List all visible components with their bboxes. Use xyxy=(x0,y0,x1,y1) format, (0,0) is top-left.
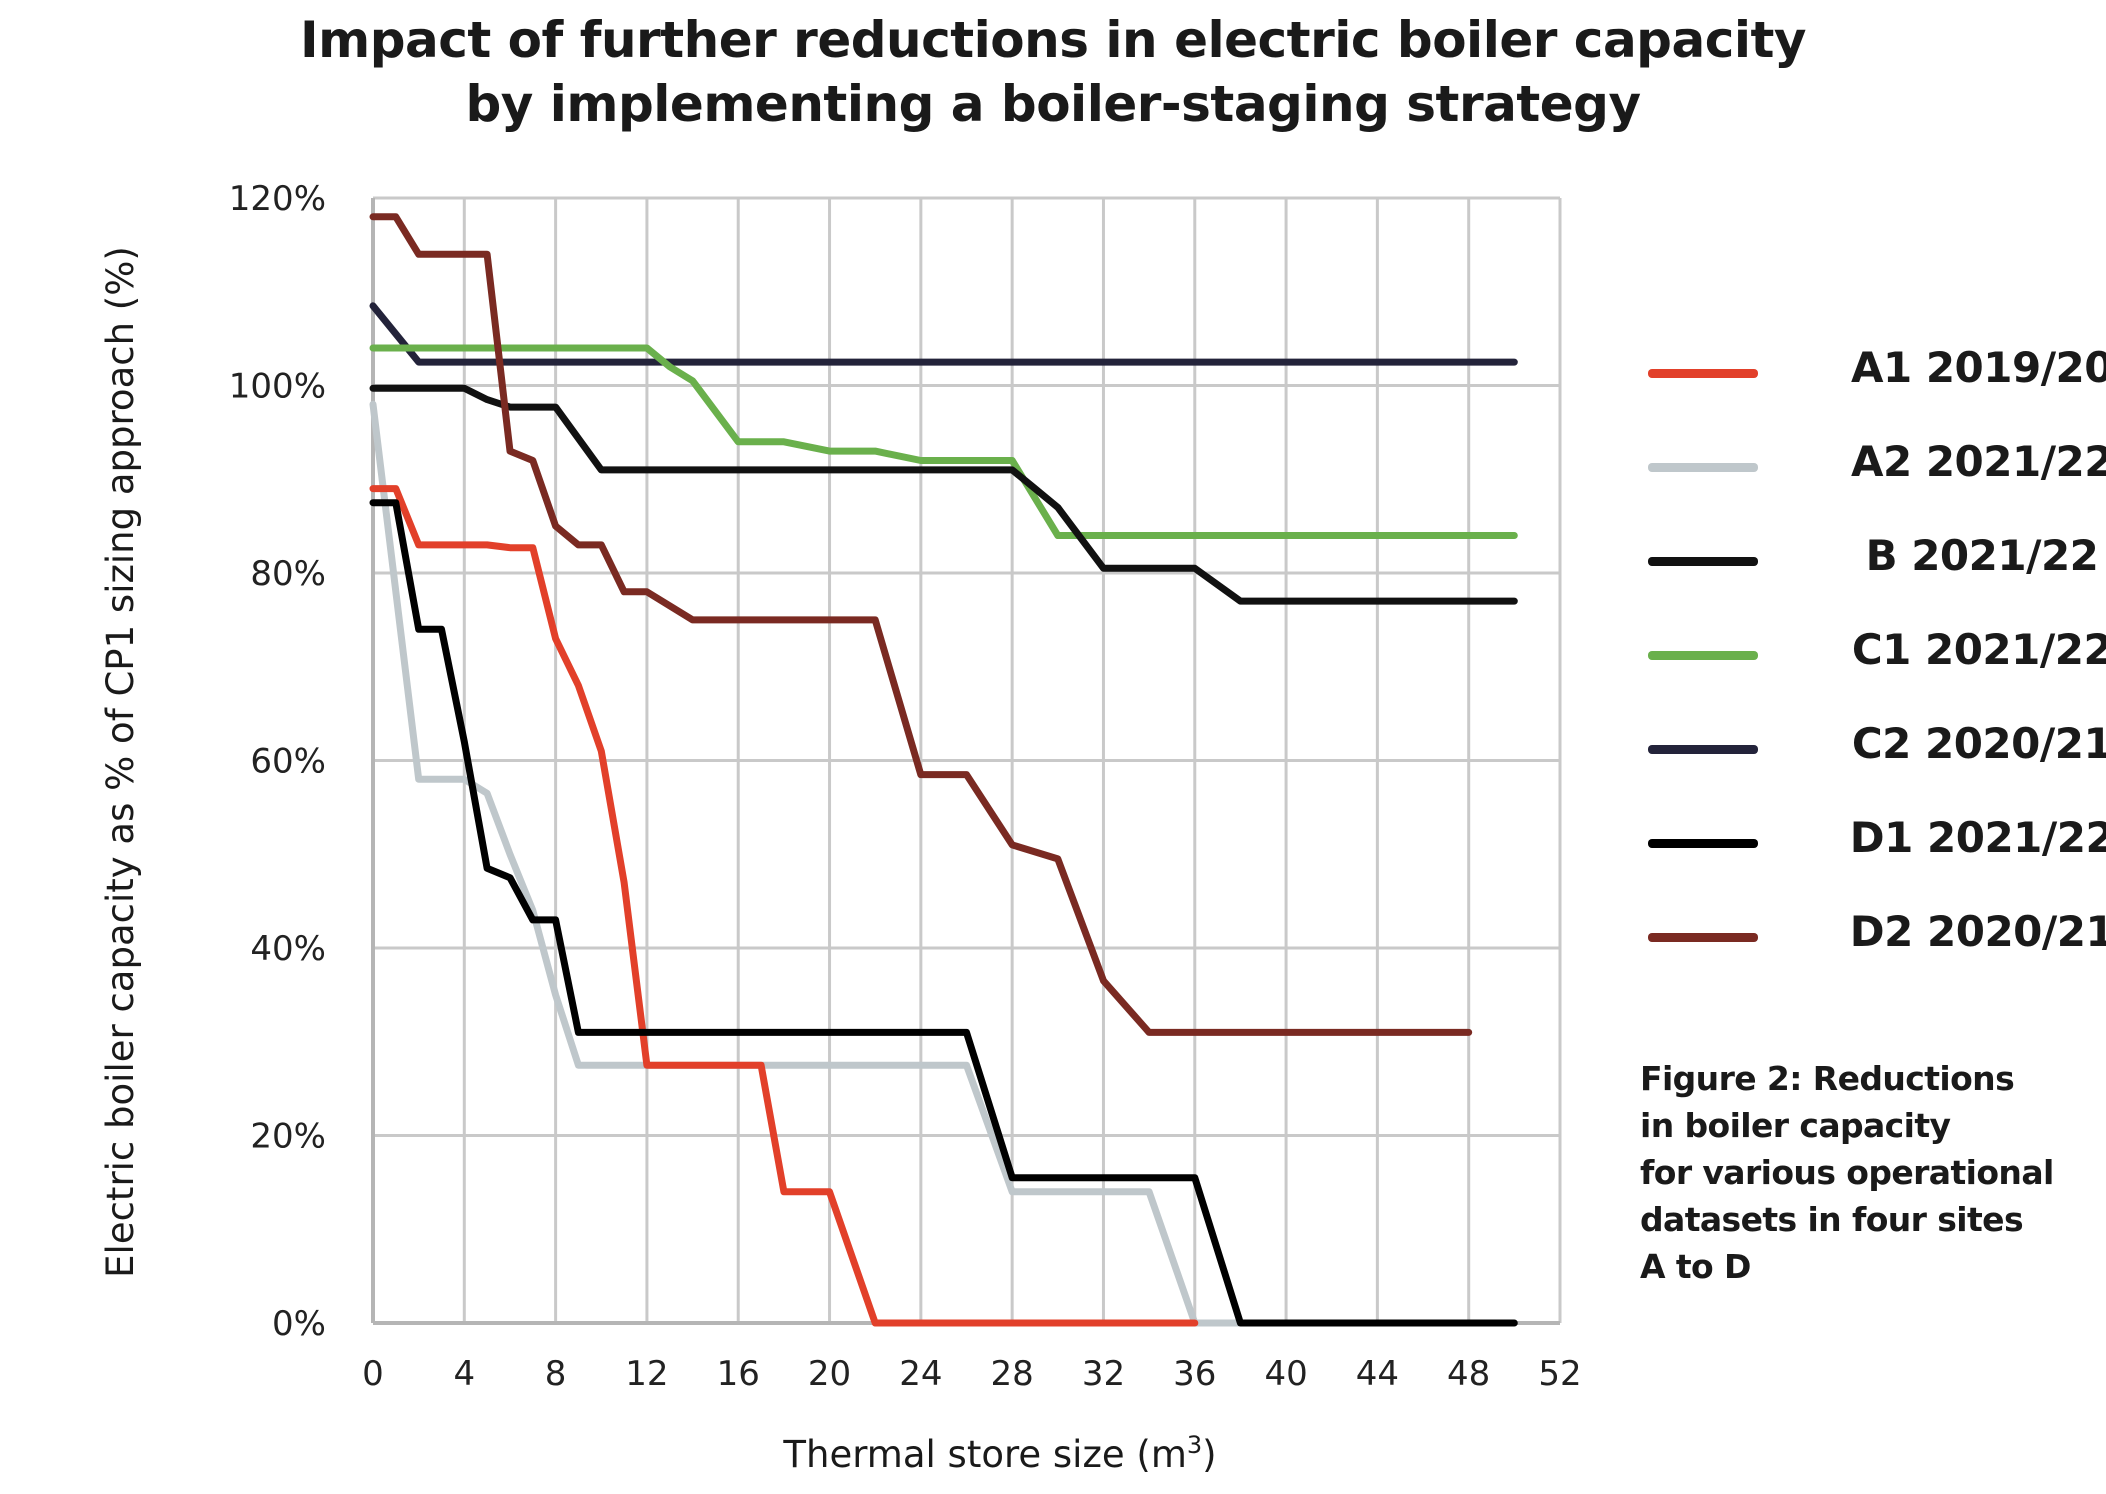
legend-swatch xyxy=(1648,557,1758,566)
x-tick-labels: 0 4 8 12 16 20 24 28 32 36 40 44 48 52 xyxy=(362,1354,1581,1394)
legend-swatch xyxy=(1648,651,1758,660)
series-line-a2-2021-22 xyxy=(369,400,1244,1327)
x-tick-label: 20 xyxy=(808,1354,851,1394)
series-line-c1-2021-22 xyxy=(369,344,1518,539)
grid-lines xyxy=(371,196,1562,1325)
series-line-c2-2020-21 xyxy=(369,302,1518,366)
y-tick-label: 40% xyxy=(250,929,326,969)
caption-line: A to D xyxy=(1640,1247,1751,1286)
series-line-a1-2019-20 xyxy=(369,485,1199,1327)
legend-swatch xyxy=(1648,463,1758,472)
legend-label: C2 2020/21 xyxy=(1851,719,2106,768)
series-line-d2-2020-21 xyxy=(369,213,1473,1036)
figure-caption: Figure 2: Reductions in boiler capacity … xyxy=(1640,1055,2080,1290)
x-tick-label: 0 xyxy=(362,1354,384,1394)
x-tick-label: 12 xyxy=(625,1354,668,1394)
x-tick-label: 4 xyxy=(453,1354,475,1394)
x-tick-label: 24 xyxy=(899,1354,942,1394)
legend-label: B 2021/22 xyxy=(1865,531,2099,580)
x-tick-label: 8 xyxy=(545,1354,567,1394)
x-tick-label: 28 xyxy=(991,1354,1034,1394)
y-tick-label: 100% xyxy=(229,367,326,407)
x-axis-label-end: ) xyxy=(1202,1433,1216,1476)
series-lines xyxy=(369,213,1518,1327)
x-tick-label: 40 xyxy=(1264,1354,1307,1394)
y-tick-label: 20% xyxy=(250,1117,326,1157)
caption-line: datasets in four sites xyxy=(1640,1200,2024,1239)
caption-line: Figure 2: Reductions xyxy=(1640,1059,2015,1098)
x-tick-label: 36 xyxy=(1173,1354,1216,1394)
x-tick-label: 48 xyxy=(1447,1354,1490,1394)
legend-label: D1 2021/22 xyxy=(1849,813,2106,862)
chart-title-line-1: Impact of further reductions in electric… xyxy=(300,11,1806,69)
caption-line: in boiler capacity xyxy=(1640,1106,1951,1145)
chart-title: Impact of further reductions in electric… xyxy=(0,8,2106,136)
legend-label: A2 2021/22 xyxy=(1850,437,2106,486)
legend-swatch xyxy=(1648,745,1758,754)
x-tick-label: 32 xyxy=(1082,1354,1125,1394)
y-tick-label: 0% xyxy=(272,1304,326,1344)
legend-label: D2 2020/21 xyxy=(1849,907,2106,956)
legend-label: A1 2019/20 xyxy=(1850,343,2106,392)
y-tick-label: 80% xyxy=(250,554,326,594)
chart-title-line-2: by implementing a boiler-staging strateg… xyxy=(465,75,1641,133)
y-axis-label: Electric boiler capacity as % of CP1 siz… xyxy=(99,246,142,1278)
x-axis-label-text: Thermal store size (m xyxy=(782,1433,1186,1476)
legend-swatch xyxy=(1648,933,1758,942)
x-tick-label: 52 xyxy=(1538,1354,1581,1394)
caption-line: for various operational xyxy=(1640,1153,2054,1192)
x-tick-label: 16 xyxy=(717,1354,760,1394)
legend-label: C1 2021/22 xyxy=(1851,625,2106,674)
series-line-d1-2021-22 xyxy=(369,499,1518,1327)
x-axis-label: Thermal store size (m3) xyxy=(782,1431,1216,1476)
series-line-b-2021-22 xyxy=(369,384,1518,605)
x-tick-label: 44 xyxy=(1356,1354,1399,1394)
legend-swatch xyxy=(1648,369,1758,378)
legend-swatch xyxy=(1648,839,1758,848)
x-axis-label-superscript: 3 xyxy=(1187,1431,1202,1459)
y-tick-labels: 0% 20% 40% 60% 80% 100% 120% xyxy=(229,179,326,1344)
y-tick-label: 120% xyxy=(229,179,326,219)
y-tick-label: 60% xyxy=(250,742,326,782)
